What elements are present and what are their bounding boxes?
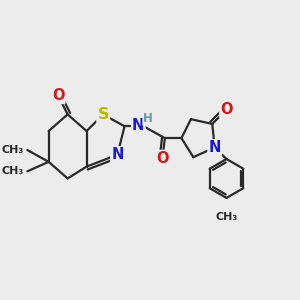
Text: S: S bbox=[98, 107, 109, 122]
Text: O: O bbox=[52, 88, 64, 103]
Text: N: N bbox=[132, 118, 145, 133]
Text: N: N bbox=[208, 140, 221, 155]
Text: H: H bbox=[143, 112, 153, 125]
Text: O: O bbox=[220, 102, 233, 117]
Text: N: N bbox=[111, 147, 124, 162]
Text: O: O bbox=[156, 151, 169, 166]
Text: CH₃: CH₃ bbox=[215, 212, 238, 222]
Text: CH₃: CH₃ bbox=[2, 166, 24, 176]
Text: CH₃: CH₃ bbox=[2, 145, 24, 155]
